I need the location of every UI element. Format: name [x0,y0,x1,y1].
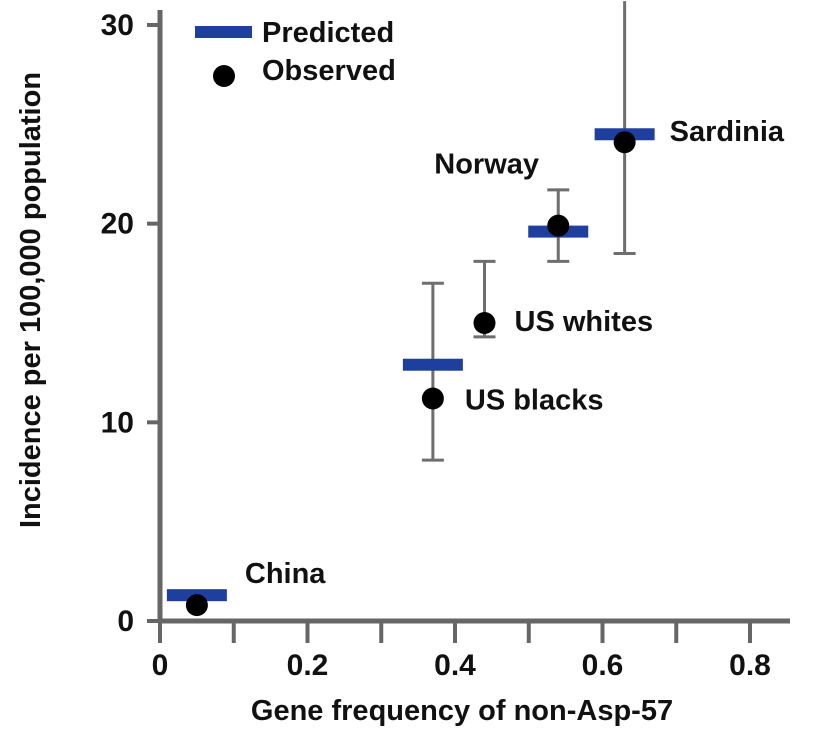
predicted-mark [402,358,463,371]
legend-predicted-label: Predicted [262,17,394,49]
point-label: US whites [515,306,654,338]
y-ticks: 0 10 20 30 [101,9,160,638]
plot-area: 0 10 20 30 0 0.2 0.4 0.6 0.8 China US blacks US w… [101,1,790,682]
legend-observed-label: Observed [262,55,396,87]
x-tick-label: 0.2 [287,649,329,682]
point-label: China [245,558,326,590]
legend-predicted-swatch [195,26,252,38]
point-label: US blacks [465,384,604,416]
legend: Predicted Observed [195,17,396,87]
y-tick-label: 0 [117,605,134,638]
y-tick-label: 30 [101,9,134,42]
legend-observed-swatch [213,65,235,87]
x-tick-label: 0 [152,649,169,682]
predicted-series [166,128,655,602]
observed-point [547,214,570,237]
y-axis-title: Incidence per 100,000 population [15,72,47,528]
observed-point [421,387,444,410]
observed-point [185,594,208,617]
observed-point [473,312,496,334]
observed-series [185,131,636,617]
point-labels: China US blacks US whites Norway Sardinia [245,116,785,590]
x-tick-label: 0.8 [729,649,771,682]
y-tick-label: 20 [101,208,134,241]
x-tick-label: 0.4 [434,649,476,682]
point-label: Sardinia [670,116,785,148]
observed-point [613,131,636,154]
x-axis-title: Gene frequency of non-Asp-57 [251,695,673,727]
x-ticks: 0 0.2 0.4 0.6 0.8 [152,621,771,682]
x-tick-label: 0.6 [582,649,624,682]
y-tick-label: 10 [101,406,134,439]
point-label: Norway [434,149,539,181]
